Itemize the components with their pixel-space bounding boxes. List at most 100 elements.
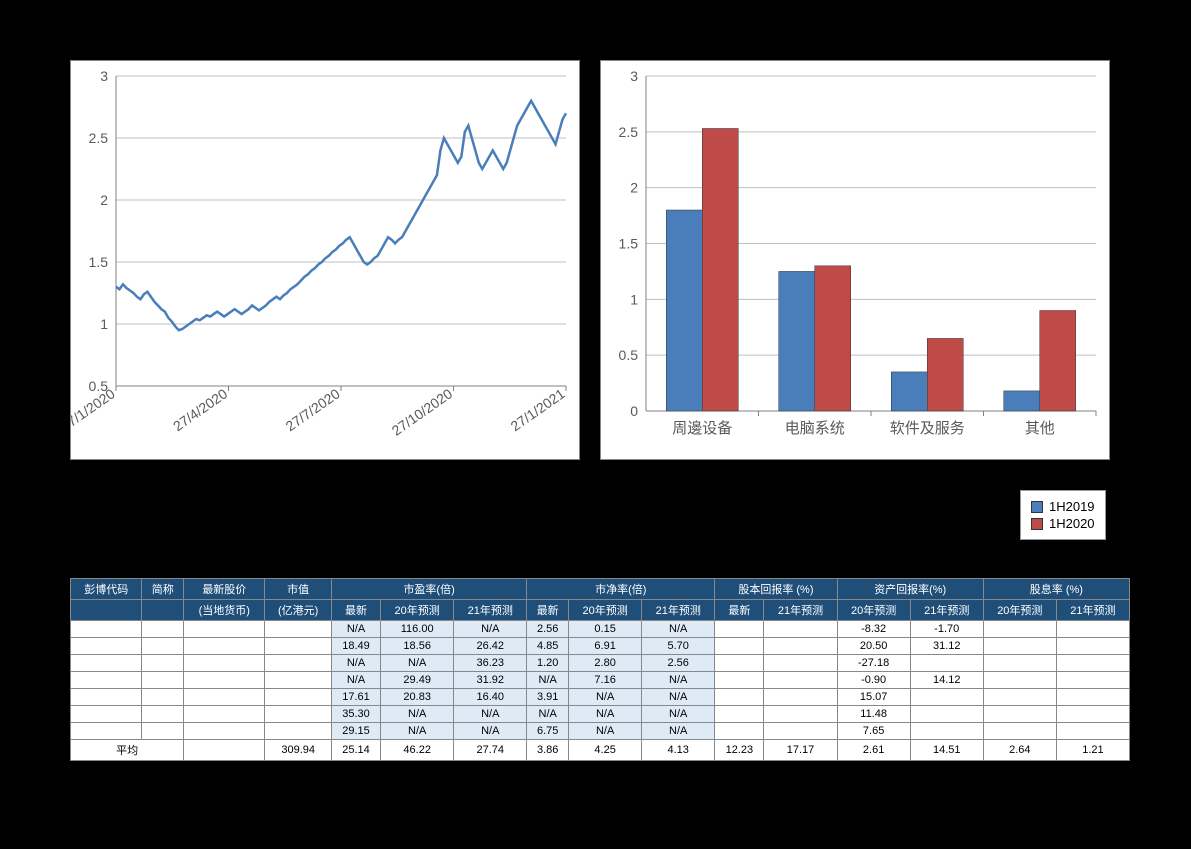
table-cell: 2.56 (527, 621, 569, 638)
svg-text:2: 2 (100, 192, 108, 208)
table-cell: 116.00 (381, 621, 454, 638)
table-cell: N/A (569, 689, 642, 706)
table-cell (1056, 689, 1129, 706)
svg-text:3: 3 (100, 68, 108, 84)
table-cell (983, 672, 1056, 689)
table-subheader: (亿港元) (265, 600, 331, 621)
table-cell (265, 621, 331, 638)
table-cell (265, 655, 331, 672)
table-cell (71, 638, 142, 655)
table-cell: 6.91 (569, 638, 642, 655)
table-cell: 12.23 (715, 740, 764, 761)
table-row: 29.15N/AN/A6.75N/AN/A7.65 (71, 723, 1130, 740)
svg-text:电脑系统: 电脑系统 (785, 420, 845, 437)
svg-text:其他: 其他 (1025, 420, 1055, 437)
table-subheader (142, 600, 184, 621)
table-row: N/A29.4931.92N/A7.16N/A-0.9014.12 (71, 672, 1130, 689)
chart-legend: 1H2019 1H2020 (1020, 490, 1106, 540)
table-cell: N/A (454, 621, 527, 638)
table-cell (983, 706, 1056, 723)
table-cell: 14.12 (910, 672, 983, 689)
table-subheader: 20年预测 (837, 600, 910, 621)
table-cell (265, 723, 331, 740)
table-cell (1056, 706, 1129, 723)
table-cell (764, 655, 837, 672)
table-cell (184, 723, 265, 740)
legend-item: 1H2020 (1031, 516, 1095, 531)
svg-text:0: 0 (630, 403, 638, 419)
table-subheader: 21年预测 (764, 600, 837, 621)
svg-text:1: 1 (630, 291, 638, 307)
table-cell: 20.83 (381, 689, 454, 706)
table-cell: 4.85 (527, 638, 569, 655)
table-cell (764, 706, 837, 723)
table-cell: -1.70 (910, 621, 983, 638)
table-cell (983, 723, 1056, 740)
table-cell: 1.20 (527, 655, 569, 672)
table-cell: 1.21 (1056, 740, 1129, 761)
bar-chart: 00.511.522.53周邊设备电脑系统软件及服务其他 (600, 60, 1110, 460)
table-cell: 26.42 (454, 638, 527, 655)
table-cell: 7.65 (837, 723, 910, 740)
table-cell (265, 706, 331, 723)
table-cell: 11.48 (837, 706, 910, 723)
table-cell: 46.22 (381, 740, 454, 761)
table-cell: N/A (331, 655, 380, 672)
table-cell (764, 621, 837, 638)
table-subheader (71, 600, 142, 621)
svg-text:2.5: 2.5 (619, 124, 639, 140)
svg-text:27/7/2020: 27/7/2020 (283, 385, 343, 434)
svg-text:27/4/2020: 27/4/2020 (170, 385, 230, 434)
table-cell (71, 655, 142, 672)
svg-text:软件及服务: 软件及服务 (890, 420, 965, 437)
table-header: 彭博代码 (71, 579, 142, 600)
legend-item: 1H2019 (1031, 499, 1095, 514)
table-cell: 2.56 (642, 655, 715, 672)
table-cell (71, 672, 142, 689)
table-header: 市净率(倍) (527, 579, 715, 600)
table-header: 股息率 (%) (983, 579, 1129, 600)
table-header: 市盈率(倍) (331, 579, 526, 600)
table-cell: N/A (331, 621, 380, 638)
table-cell: N/A (381, 655, 454, 672)
table-cell (184, 621, 265, 638)
svg-text:周邊设备: 周邊设备 (672, 420, 732, 437)
table-cell: 31.92 (454, 672, 527, 689)
valuation-table: 彭博代码简称最新股价市值市盈率(倍)市净率(倍)股本回报率 (%)资产回报率(%… (70, 578, 1130, 761)
svg-text:27/10/2020: 27/10/2020 (389, 385, 456, 438)
table-cell: 31.12 (910, 638, 983, 655)
legend-swatch (1031, 518, 1043, 530)
table-cell (1056, 655, 1129, 672)
table-cell: 4.25 (569, 740, 642, 761)
svg-text:0.5: 0.5 (619, 347, 639, 363)
table-cell (71, 723, 142, 740)
table-cell: N/A (569, 723, 642, 740)
table-cell (715, 672, 764, 689)
table-cell: 4.13 (642, 740, 715, 761)
table-row: N/AN/A36.231.202.802.56-27.18 (71, 655, 1130, 672)
table-cell (265, 689, 331, 706)
table-subheader: 21年预测 (454, 600, 527, 621)
table-cell (715, 723, 764, 740)
table-cell (910, 655, 983, 672)
table-subheader: 20年预测 (381, 600, 454, 621)
table-row: N/A116.00N/A2.560.15N/A-8.32-1.70 (71, 621, 1130, 638)
table-subheader: 21年预测 (642, 600, 715, 621)
table-cell: -8.32 (837, 621, 910, 638)
table-cell (184, 655, 265, 672)
table-header: 最新股价 (184, 579, 265, 600)
table-cell (715, 621, 764, 638)
legend-label: 1H2019 (1049, 499, 1095, 514)
table-cell: 25.14 (331, 740, 380, 761)
table-cell: 18.49 (331, 638, 380, 655)
table-cell (71, 689, 142, 706)
svg-text:2.5: 2.5 (89, 130, 109, 146)
table-cell: N/A (642, 672, 715, 689)
table-cell: 2.64 (983, 740, 1056, 761)
table-cell: 35.30 (331, 706, 380, 723)
table-row: 35.30N/AN/AN/AN/AN/A11.48 (71, 706, 1130, 723)
table-cell: 29.15 (331, 723, 380, 740)
table-cell: 14.51 (910, 740, 983, 761)
table-cell: N/A (527, 672, 569, 689)
table-cell (71, 706, 142, 723)
